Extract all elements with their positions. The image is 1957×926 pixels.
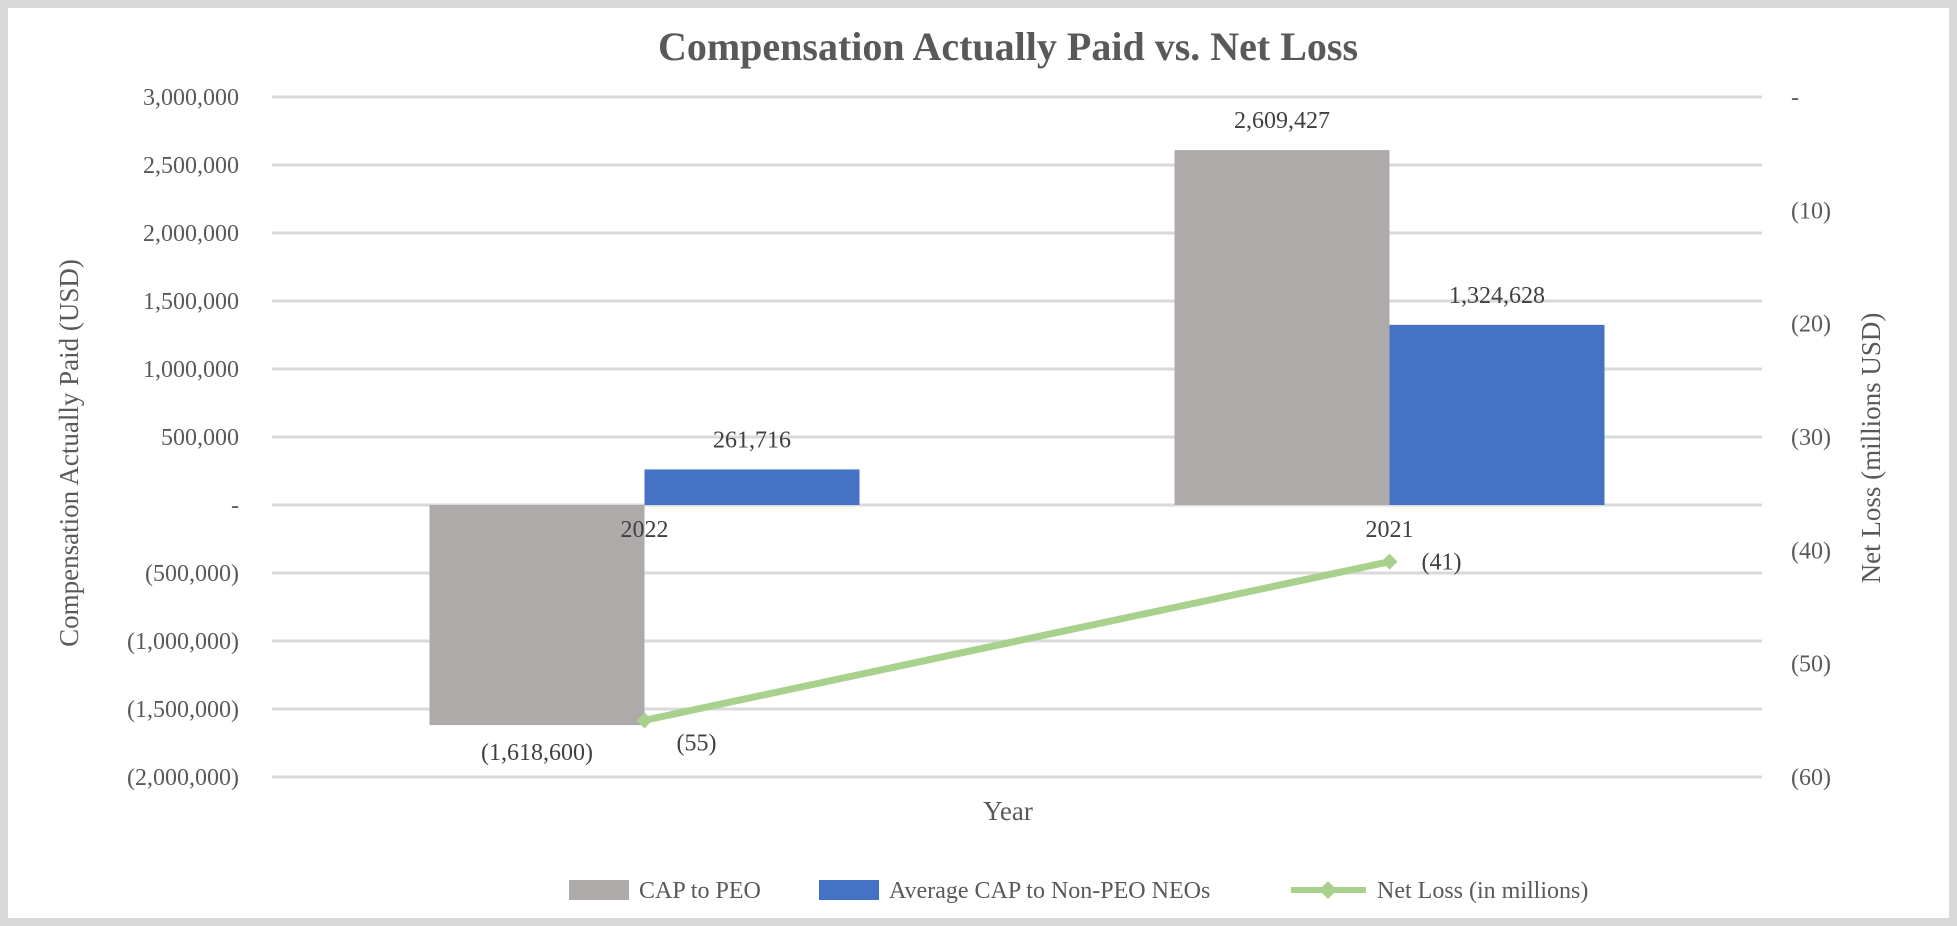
bar-data-label: 2,609,427 xyxy=(1234,108,1330,134)
y-tick-label: - xyxy=(231,493,239,519)
y2-tick-label: (30) xyxy=(1791,425,1831,451)
x-axis-title: Year xyxy=(983,796,1033,826)
chart-title: Compensation Actually Paid vs. Net Loss xyxy=(658,24,1358,69)
net-loss-marker xyxy=(1381,553,1398,570)
legend-label: Net Loss (in millions) xyxy=(1377,878,1588,904)
bar-avg-cap-neo-2021 xyxy=(1389,324,1605,505)
chart-svg: Compensation Actually Paid vs. Net Loss … xyxy=(54,24,1886,904)
net-loss-marker xyxy=(636,712,653,729)
y-tick-label: (500,000) xyxy=(145,561,239,587)
y-tick-label: 2,000,000 xyxy=(143,221,239,247)
net-loss-line-layer xyxy=(636,553,1398,729)
net-loss-data-label: (55) xyxy=(677,730,717,756)
legend-swatch xyxy=(569,880,629,900)
y-tick-label: (1,500,000) xyxy=(127,697,239,723)
y2-tick-label: (50) xyxy=(1791,652,1831,678)
bar-cap-peo-2022 xyxy=(429,505,645,726)
y2-tick-label: (20) xyxy=(1791,312,1831,338)
y2-axis-title: Net Loss (millions USD) xyxy=(1856,313,1886,584)
y-tick-label: 500,000 xyxy=(161,425,239,451)
bar-cap-peo-2021 xyxy=(1174,150,1390,506)
y2-tick-label: - xyxy=(1791,85,1799,111)
chart-frame: Compensation Actually Paid vs. Net Loss … xyxy=(8,8,1949,918)
y-tick-label: (1,000,000) xyxy=(127,629,239,655)
y-tick-label: 2,500,000 xyxy=(143,153,239,179)
y-tick-label: 1,000,000 xyxy=(143,357,239,383)
y2-tick-label: (60) xyxy=(1791,765,1831,791)
x-category-label: 2021 xyxy=(1366,517,1414,543)
x-category-label: 2022 xyxy=(621,517,669,543)
legend-marker xyxy=(1319,881,1337,899)
bar-data-label: (1,618,600) xyxy=(481,740,593,766)
data-labels: (1,618,600) 2,609,427 261,716 1,324,628 (55)… xyxy=(481,108,1545,766)
legend-label: CAP to PEO xyxy=(639,878,761,904)
y2-axis-ticks: - (10) (20) (30) (40) (50) (60) xyxy=(1791,85,1831,791)
bar-data-label: 1,324,628 xyxy=(1449,283,1545,309)
y-tick-label: 3,000,000 xyxy=(143,85,239,111)
y2-tick-label: (40) xyxy=(1791,538,1831,564)
category-labels: 2022 2021 xyxy=(621,517,1414,543)
bar-avg-cap-neo-2022 xyxy=(644,469,860,505)
net-loss-data-label: (41) xyxy=(1422,550,1462,576)
legend: CAP to PEO Average CAP to Non-PEO NEOs Net… xyxy=(569,878,1588,904)
y2-tick-label: (10) xyxy=(1791,198,1831,224)
bars xyxy=(429,150,1605,726)
legend-swatch xyxy=(819,880,879,900)
y-tick-label: 1,500,000 xyxy=(143,289,239,315)
legend-label: Average CAP to Non-PEO NEOs xyxy=(889,878,1210,904)
net-loss-line xyxy=(643,558,1391,724)
y-axis-title: Compensation Actually Paid (USD) xyxy=(54,259,84,647)
y-axis-ticks: 3,000,000 2,500,000 2,000,000 1,500,000 1,00… xyxy=(127,85,239,791)
bar-data-label: 261,716 xyxy=(713,427,791,453)
y-tick-label: (2,000,000) xyxy=(127,765,239,791)
